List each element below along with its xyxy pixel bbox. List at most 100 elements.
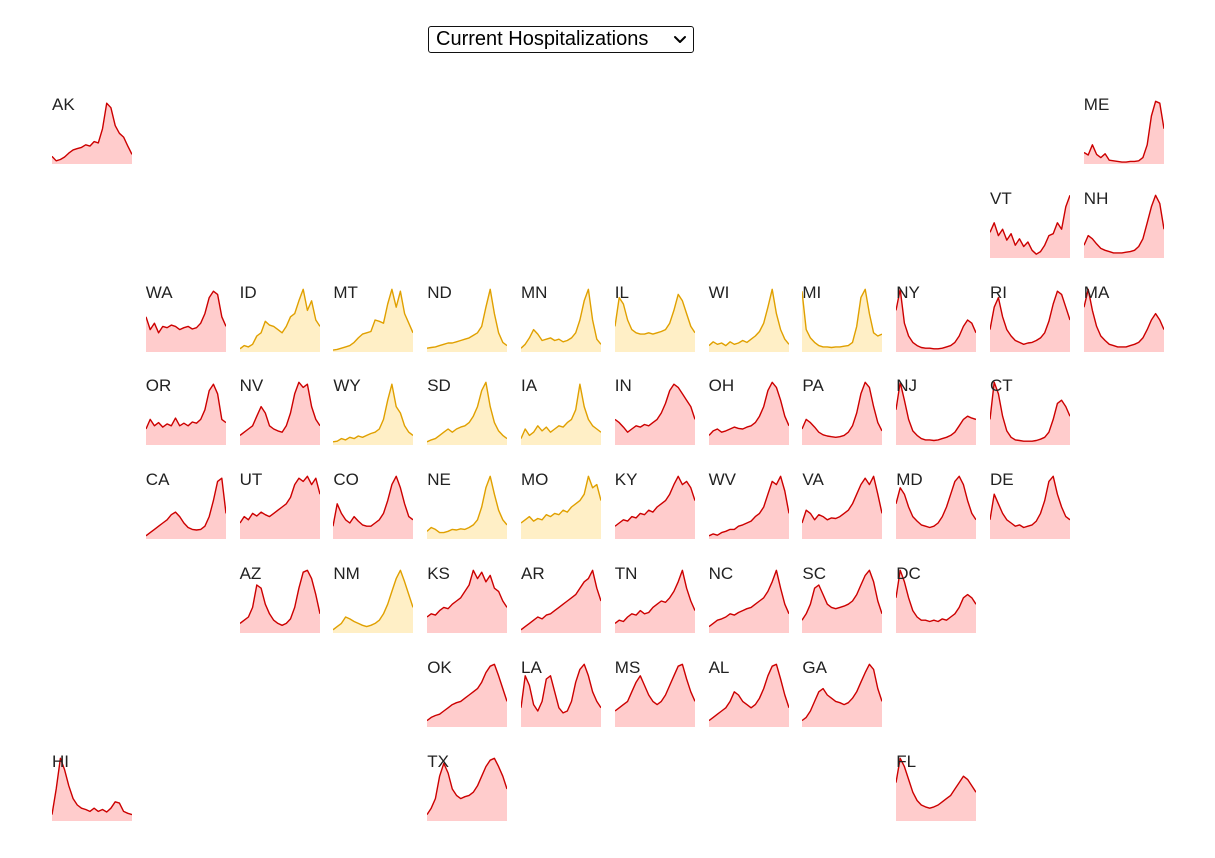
state-tile-nm: NM — [333, 565, 414, 633]
sparkline-chart — [708, 569, 789, 633]
sparkline-chart — [614, 475, 695, 540]
state-tile-nc: NC — [708, 564, 789, 633]
state-tile-tx: TX — [427, 753, 508, 821]
trend-line — [145, 383, 226, 430]
trend-line — [521, 288, 601, 349]
sparkline-chart — [1083, 100, 1164, 164]
sparkline-chart — [896, 757, 977, 821]
state-label: PA — [802, 376, 824, 396]
state-tile-al: AL — [708, 659, 789, 727]
trend-line — [614, 663, 695, 712]
area-fill — [896, 288, 977, 352]
trend-line — [990, 475, 1070, 529]
state-label: RI — [990, 282, 1007, 302]
area-fill — [521, 664, 601, 727]
state-tile-me: ME — [1083, 96, 1164, 164]
area-fill — [614, 570, 695, 633]
state-label: IA — [521, 376, 538, 396]
area-fill — [52, 103, 132, 164]
area-fill — [239, 288, 320, 352]
state-tile-ky: KY — [614, 470, 695, 540]
state-label: KY — [614, 470, 638, 490]
state-tile-md: MD — [896, 470, 977, 540]
trend-line — [802, 475, 883, 524]
sparkline-chart — [521, 569, 601, 633]
sparkline-chart — [896, 381, 977, 446]
state-label: OK — [427, 657, 452, 677]
state-tile-la: LA — [521, 659, 601, 727]
state-tile-fl: FL — [896, 753, 977, 821]
state-label: NY — [896, 282, 920, 302]
state-tile-nh: NH — [1083, 188, 1164, 258]
trend-line — [239, 475, 320, 524]
state-label: UT — [239, 470, 263, 490]
area-fill — [521, 476, 601, 540]
trend-line — [427, 569, 508, 618]
state-label: SC — [802, 564, 827, 583]
sparkline-chart — [802, 381, 883, 446]
area-fill — [521, 570, 601, 633]
sparkline-chart — [145, 383, 226, 446]
state-label: CT — [990, 376, 1013, 396]
trend-line — [896, 381, 977, 442]
state-tile-wv: WV — [708, 471, 789, 540]
sparkline-chart — [427, 381, 508, 446]
sparkline-chart — [990, 381, 1070, 446]
sparkline-chart — [990, 290, 1070, 352]
state-tile-ne: NE — [427, 471, 508, 540]
state-label: NH — [1083, 188, 1109, 208]
state-label: WI — [708, 282, 730, 302]
trend-line — [521, 383, 601, 440]
trend-line — [427, 475, 508, 534]
trend-line — [896, 569, 977, 623]
trend-line — [614, 475, 695, 527]
state-tile-or: OR — [145, 377, 226, 446]
trend-line — [802, 288, 883, 348]
area-fill — [896, 570, 977, 633]
state-tile-ia: IA — [521, 376, 601, 446]
area-fill — [802, 570, 883, 633]
trend-line — [896, 288, 977, 350]
sparkline-chart — [521, 288, 601, 352]
trend-line — [427, 381, 508, 443]
state-tile-az: AZ — [239, 565, 320, 633]
sparkline-chart — [427, 288, 508, 352]
area-fill — [333, 288, 414, 352]
area-fill — [614, 384, 695, 446]
trend-line — [145, 477, 226, 537]
state-tile-mo: MO — [521, 471, 601, 540]
state-label: NC — [708, 564, 734, 583]
sparkline-chart — [708, 288, 789, 352]
sparkline-chart — [427, 475, 508, 540]
area-fill — [145, 290, 226, 352]
sparkline-chart — [1083, 288, 1164, 352]
state-tile-wy: WY — [333, 377, 414, 446]
trend-line — [708, 381, 789, 437]
state-label: VT — [990, 188, 1012, 208]
sparkline-chart — [708, 475, 789, 540]
trend-line — [614, 383, 695, 434]
sparkline-chart — [427, 663, 508, 727]
state-label: MD — [896, 470, 923, 490]
trend-line — [521, 475, 601, 524]
state-tile-ct: CT — [990, 376, 1070, 446]
state-tile-hi: HI — [52, 753, 132, 821]
state-tile-nv: NV — [239, 377, 320, 446]
metric-select-value: Current Hospitalizations — [436, 28, 649, 50]
area-fill — [333, 476, 414, 540]
state-label: OH — [708, 376, 735, 396]
area-fill — [239, 476, 320, 540]
sparkline-chart — [239, 569, 320, 633]
area-fill — [614, 476, 695, 540]
sparkline-chart — [990, 194, 1070, 258]
metric-select[interactable]: Current Hospitalizations — [428, 26, 694, 53]
area-fill — [521, 288, 601, 352]
area-fill — [708, 664, 789, 727]
state-tile-nj: NJ — [896, 377, 977, 446]
state-tile-il: IL — [614, 284, 695, 352]
area-fill — [896, 382, 977, 446]
area-fill — [802, 382, 883, 446]
sparkline-chart — [802, 569, 883, 633]
sparkline-chart — [614, 293, 695, 352]
trend-line — [990, 194, 1070, 255]
